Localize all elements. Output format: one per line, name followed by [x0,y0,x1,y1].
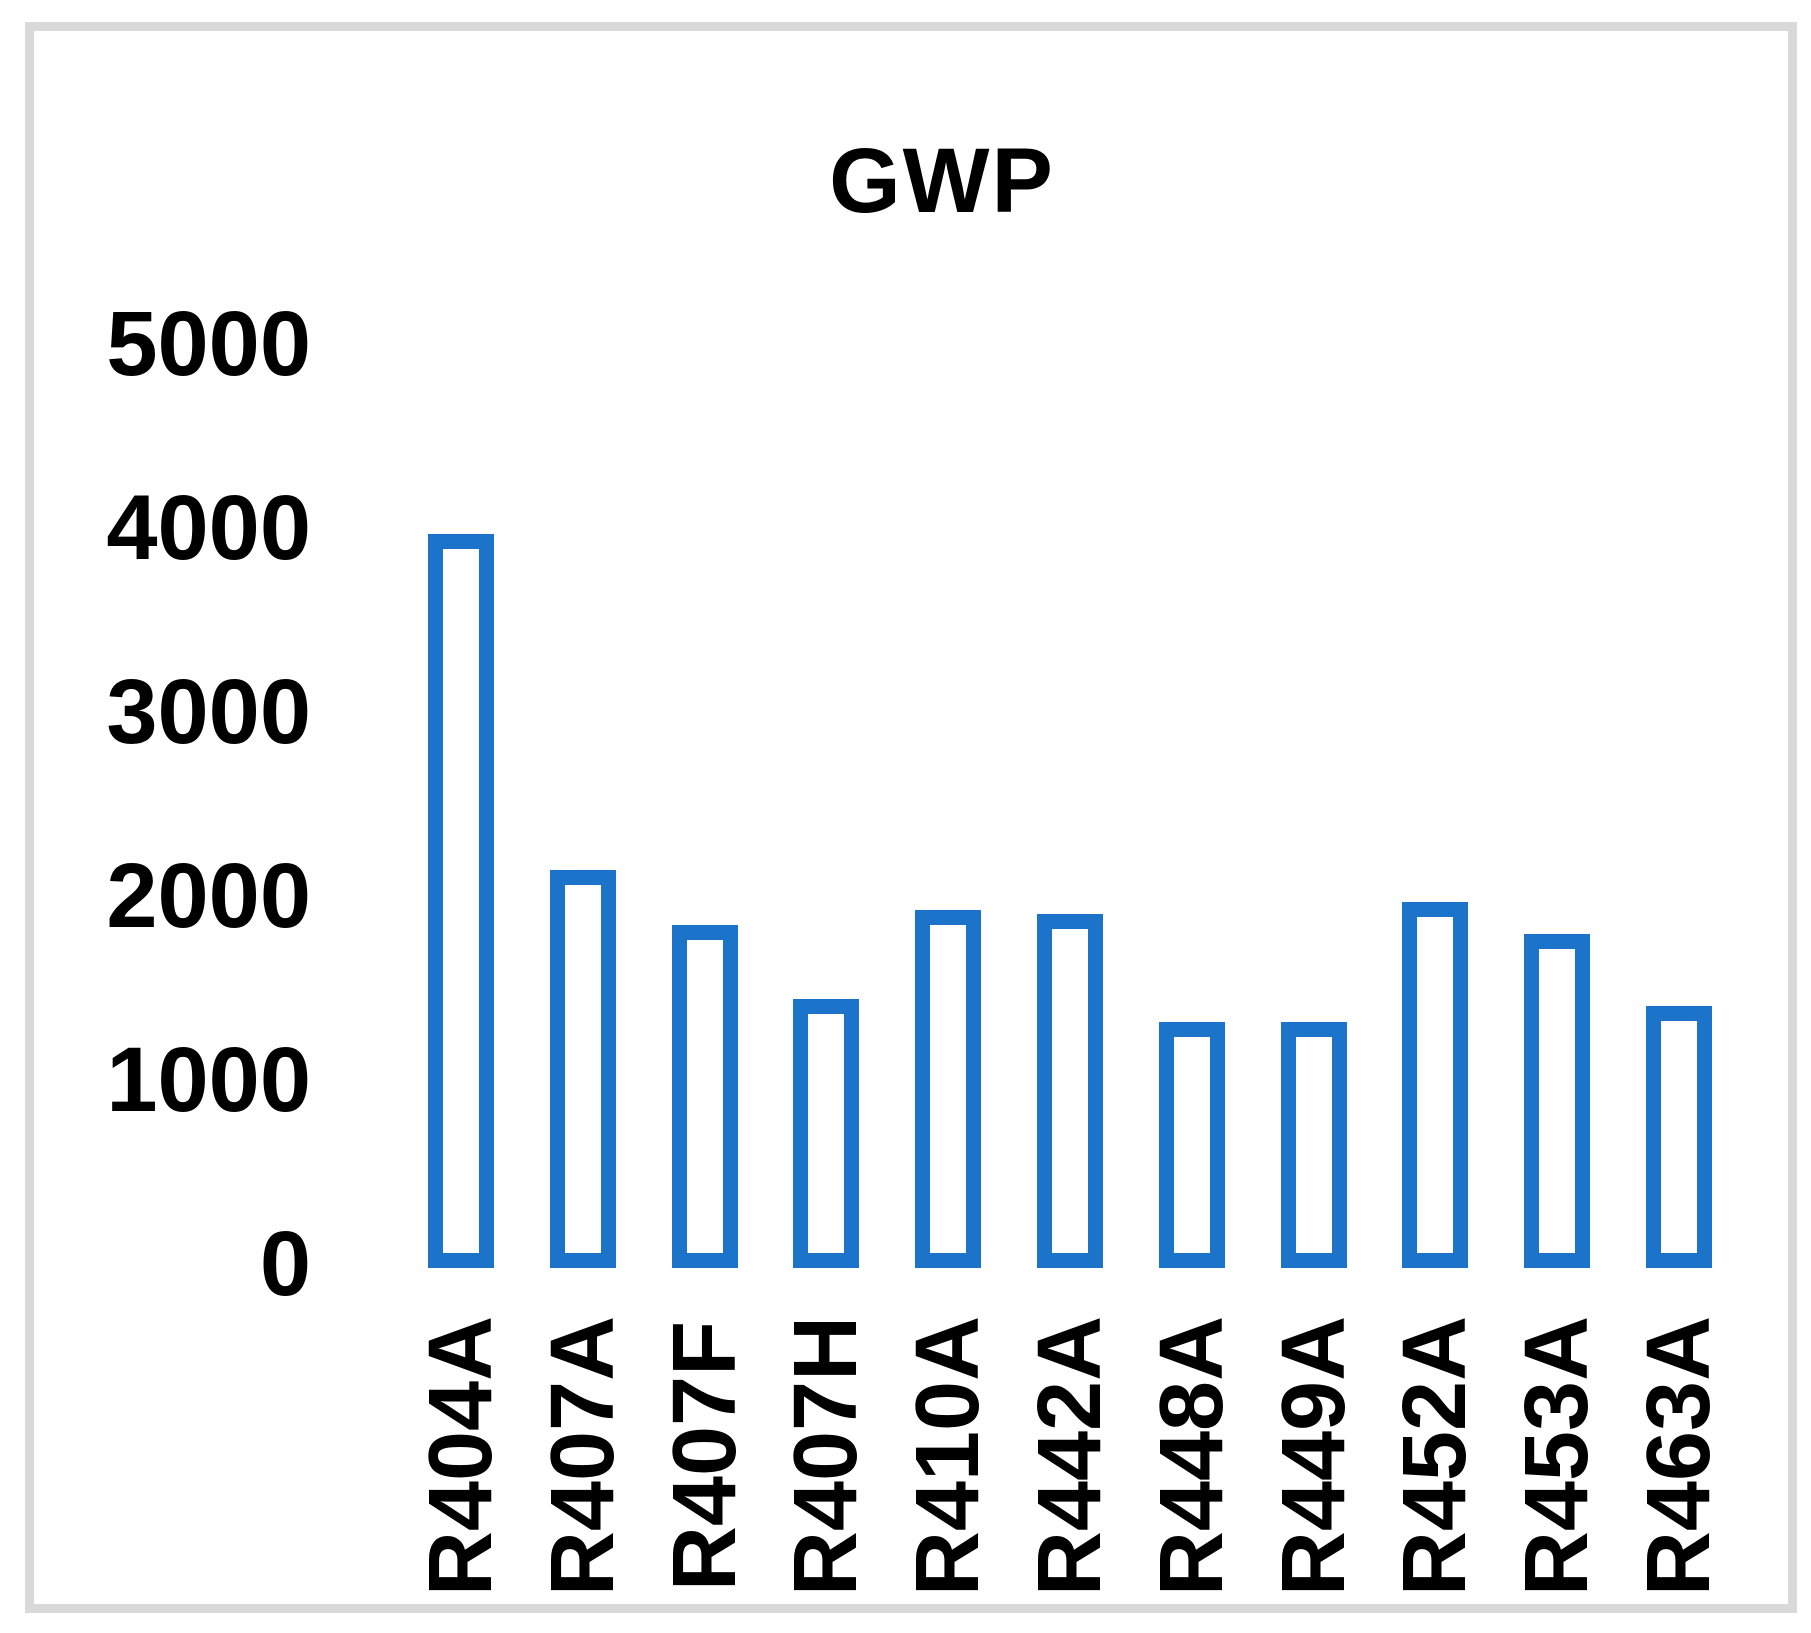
chart-frame: GWP 0 1000 2000 3000 4000 5000 R404A R407A R407… [25,22,1797,1613]
y-tick-label-3000: 3000 [106,661,311,763]
bar-r453a [1524,933,1591,1268]
bar-r407a [549,870,616,1268]
x-label-r449a: R449A [1263,1315,1364,1597]
bar-r448a [1158,1022,1225,1268]
x-label-r453a: R453A [1507,1315,1608,1597]
bar-r442a [1037,914,1103,1268]
x-axis-category-labels: R404A R407A R407F R407H R410A R442A R448A R449A… [34,31,1811,1633]
chart-title: GWP [829,130,1055,232]
x-label-r463a: R463A [1629,1315,1729,1597]
y-axis-tick-labels: 0 1000 2000 3000 4000 5000 [34,31,311,1633]
y-tick-label-5000: 5000 [106,293,311,395]
y-tick-label-1000: 1000 [106,1029,311,1131]
x-label-r407h: R407H [776,1315,877,1597]
bar-r452a [1402,902,1469,1268]
x-label-r448a: R448A [1141,1315,1242,1597]
x-label-r452a: R452A [1385,1315,1486,1597]
x-label-r407a: R407A [532,1315,633,1597]
y-tick-label-4000: 4000 [106,477,311,579]
bar-r463a [1646,1006,1712,1268]
plot-area [34,31,1811,1633]
x-label-r404a: R404A [411,1315,511,1597]
bar-r404a [428,533,494,1268]
x-label-r407f: R407F [654,1320,755,1592]
bar-r407h [793,999,860,1268]
x-label-r442a: R442A [1020,1315,1120,1597]
y-tick-label-0: 0 [259,1213,311,1315]
x-label-r410a: R410A [898,1315,999,1597]
bar-r449a [1280,1022,1347,1268]
bar-r407f [671,925,738,1268]
y-tick-label-2000: 2000 [106,845,311,947]
bar-r410a [915,909,982,1268]
